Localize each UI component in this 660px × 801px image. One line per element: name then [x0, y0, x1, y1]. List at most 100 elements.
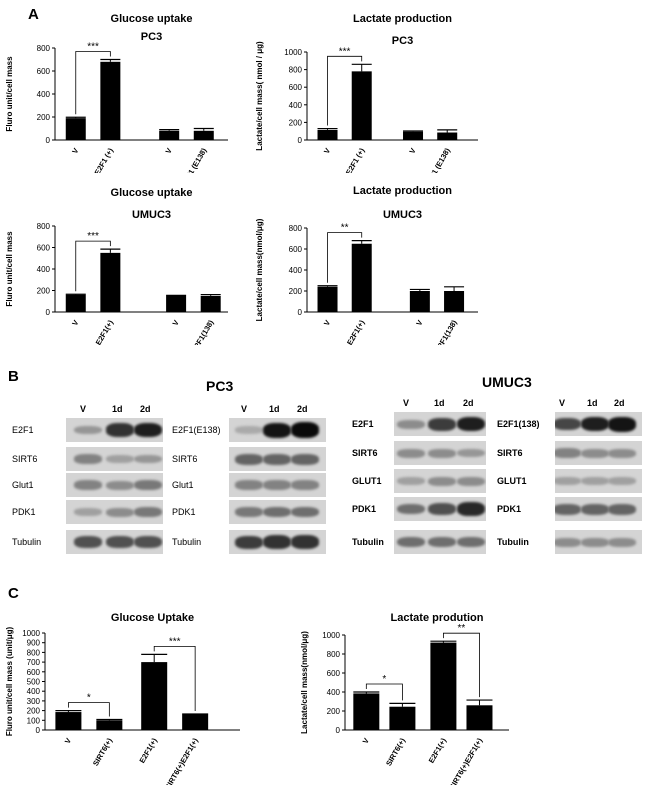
- blot-row-label: SIRT6: [497, 448, 523, 458]
- significance-bracket: [327, 55, 363, 126]
- x-tick-label: E2F1(138): [190, 318, 216, 345]
- blot-row-label: SIRT6: [172, 454, 198, 464]
- bar: [466, 705, 493, 730]
- blot-row-label: E2F1: [12, 425, 34, 435]
- blot-band: [608, 416, 636, 432]
- x-tick-label: SIRT6(+)E2F1(+): [447, 736, 484, 785]
- blot-row-label: Tubulin: [12, 537, 42, 547]
- blot-band: [581, 448, 609, 458]
- y-tick-label: 400: [289, 101, 303, 110]
- y-tick-label: 800: [327, 650, 341, 659]
- significance-bracket: [75, 51, 111, 115]
- chart-title: Glucose Uptake: [111, 612, 194, 624]
- panel-label-c: C: [8, 585, 19, 602]
- blot-band: [457, 448, 485, 458]
- blot-band: [106, 507, 134, 517]
- y-tick-label: 0: [298, 136, 303, 145]
- significance-label: ***: [339, 46, 351, 57]
- blot-band: [555, 448, 581, 458]
- blot-row-label: E2F1: [352, 419, 374, 429]
- x-tick-label: E2F1(+): [427, 736, 449, 765]
- chart-title: Glucose uptake: [111, 187, 193, 199]
- blot-strip: [555, 469, 642, 493]
- bar: [437, 132, 458, 140]
- blot-band: [263, 453, 291, 465]
- blot-band: [235, 535, 263, 549]
- y-tick-label: 600: [37, 244, 51, 253]
- y-tick-label: 400: [37, 265, 51, 274]
- x-tick-label: V: [70, 147, 80, 156]
- significance-label: ***: [169, 636, 181, 647]
- blot-row-label: SIRT6: [12, 454, 38, 464]
- bar: [444, 291, 465, 312]
- bar: [193, 130, 214, 140]
- blot-title-pc3: PC3: [206, 378, 234, 394]
- blot-band: [608, 503, 636, 515]
- y-tick-label: 600: [37, 67, 51, 76]
- lane-label: 2d: [614, 398, 625, 408]
- y-tick-label: 100: [27, 716, 41, 725]
- y-tick-label: 600: [289, 83, 303, 92]
- x-tick-label: E2F1(138): [433, 318, 459, 345]
- y-tick-label: 600: [289, 245, 303, 254]
- x-tick-label: V: [322, 147, 332, 156]
- bar: [55, 712, 82, 730]
- lane-label: V: [80, 404, 87, 414]
- blot-band: [581, 416, 609, 432]
- blot-band: [74, 480, 102, 490]
- bar: [353, 693, 380, 730]
- bar: [100, 61, 121, 140]
- blot-band: [291, 422, 319, 438]
- x-tick-label: V: [70, 319, 80, 328]
- bar: [200, 295, 221, 312]
- blot-row-label: GLUT1: [352, 476, 382, 486]
- blot-band: [291, 453, 319, 465]
- y-axis-label: Lactate/cell mass(nmol/μg): [255, 218, 264, 321]
- blot-strip: [555, 530, 642, 554]
- bar: [351, 243, 372, 312]
- bar: [166, 295, 187, 312]
- blot-strip: [229, 418, 326, 442]
- y-tick-label: 0: [46, 308, 51, 317]
- significance-label: *: [87, 693, 91, 704]
- lactate-production-umuc3-chart: Lactate production UMUC3 0 200 400 600 800 Lact…: [255, 185, 478, 345]
- lactate-production-sirt6-chart: Lactate prodution 0 200 400 600 800 1000 Lactat…: [300, 612, 509, 785]
- blot-row-label: SIRT6: [352, 448, 378, 458]
- y-tick-label: 900: [27, 639, 41, 648]
- blot-row-label: E2F1(E138): [172, 425, 221, 435]
- lane-label: 2d: [463, 398, 474, 408]
- blot-band: [74, 454, 102, 464]
- blot-strip: [555, 497, 642, 521]
- blot-band: [74, 425, 102, 435]
- blot-band: [457, 476, 485, 486]
- y-tick-label: 400: [27, 687, 41, 696]
- significance-label: ***: [87, 231, 99, 242]
- blot-row-label: GLUT1: [497, 476, 527, 486]
- y-tick-label: 800: [37, 222, 51, 231]
- x-tick-label: E2F1(+): [137, 736, 159, 765]
- y-tick-label: 200: [327, 707, 341, 716]
- panel-label-b: B: [8, 368, 19, 385]
- lane-label: 1d: [434, 398, 445, 408]
- blot-band: [291, 480, 319, 490]
- glucose-uptake-umuc3-chart: Glucose uptake UMUC3 0 200 400 600 800 Fluro un…: [5, 187, 228, 345]
- y-tick-label: 200: [289, 287, 303, 296]
- blot-strip: [229, 447, 326, 471]
- blot-band: [428, 448, 456, 458]
- y-tick-label: 400: [327, 688, 341, 697]
- glucose-uptake-pc3-chart: Glucose uptake PC3 0 200 400 600 800 Fluro unit…: [5, 13, 228, 173]
- blot-band: [263, 535, 291, 549]
- y-tick-label: 0: [336, 726, 341, 735]
- blot-row-label: PDK1: [172, 507, 196, 517]
- lane-label: V: [241, 404, 248, 414]
- y-axis-label: Fluro unit/cell mass (unit/μg): [5, 626, 14, 736]
- y-tick-label: 1000: [22, 629, 40, 638]
- significance-bracket: [153, 645, 196, 711]
- blot-title-umuc3: UMUC3: [482, 374, 532, 390]
- blot-band: [106, 536, 134, 548]
- blot-band: [397, 477, 425, 485]
- blot-row-label: E2F1(138): [497, 419, 540, 429]
- y-axis-label: Fluro unit/cell mass: [5, 56, 14, 132]
- chart-subtitle: UMUC3: [383, 209, 422, 221]
- y-axis-label: Lactate/cell mass(nmol/μg): [300, 631, 309, 734]
